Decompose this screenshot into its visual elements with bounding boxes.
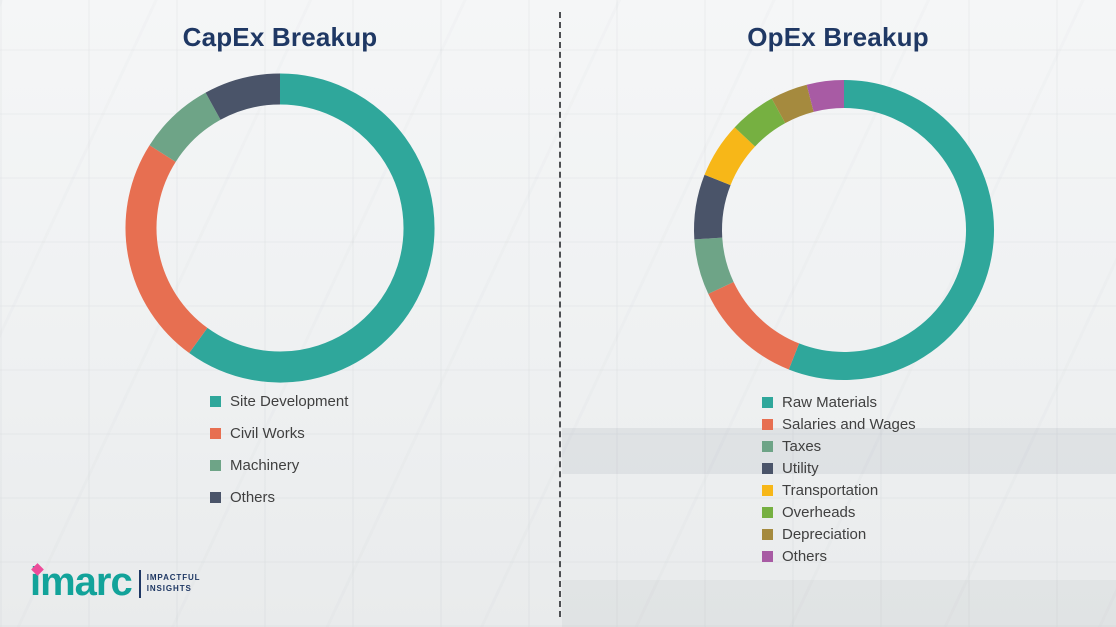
- legend-item: Taxes: [762, 438, 916, 455]
- legend-swatch: [210, 396, 221, 407]
- donut-segment-site-development: [189, 73, 435, 383]
- legend-swatch: [762, 507, 773, 518]
- opex-panel: OpEx Breakup Raw Materials Salaries and W…: [560, 0, 1116, 627]
- legend-swatch: [210, 428, 221, 439]
- legend-label: Salaries and Wages: [782, 416, 916, 433]
- legend-label: Others: [230, 489, 276, 506]
- imarc-tagline-line1: IMPACTFUL: [146, 573, 201, 583]
- imarc-logo-wordmark: imarc: [30, 560, 133, 604]
- imarc-logo: imarc IMPACTFUL INSIGHTS: [30, 562, 200, 602]
- imarc-tagline-line2: INSIGHTS: [146, 584, 192, 593]
- legend-label: Civil Works: [230, 425, 305, 442]
- legend-swatch: [210, 492, 221, 503]
- donut-segment-raw-materials: [788, 80, 994, 380]
- imarc-logo-text: imarc: [30, 560, 133, 604]
- legend-item: Depreciation: [762, 526, 916, 543]
- legend-item: Overheads: [762, 504, 916, 521]
- legend-item: Civil Works: [210, 425, 348, 442]
- donut-segment-others: [205, 73, 281, 120]
- legend-label: Overheads: [782, 504, 856, 521]
- legend-swatch: [762, 419, 773, 430]
- legend-swatch: [762, 463, 773, 474]
- legend-label: Taxes: [782, 438, 822, 455]
- legend-label: Others: [782, 548, 828, 565]
- opex-donut-chart: [694, 80, 994, 380]
- donut-segment-salaries-and-wages: [708, 281, 800, 370]
- legend-label: Transportation: [782, 482, 879, 499]
- opex-title: OpEx Breakup: [747, 22, 929, 52]
- legend-item: Machinery: [210, 457, 348, 474]
- legend-label: Site Development: [230, 393, 349, 410]
- legend-item: Transportation: [762, 482, 916, 499]
- donut-segment-overheads: [734, 98, 786, 147]
- center-dashed-divider: [559, 12, 561, 617]
- legend-label: Depreciation: [782, 526, 867, 543]
- legend-label: Raw Materials: [782, 394, 878, 411]
- capex-donut-chart: [125, 73, 435, 383]
- legend-item: Salaries and Wages: [762, 416, 916, 433]
- imarc-logo-separator: [138, 570, 141, 598]
- legend-swatch: [762, 529, 773, 540]
- legend-item: Others: [762, 548, 916, 565]
- donut-segment-transportation: [704, 127, 756, 186]
- legend-swatch: [762, 441, 773, 452]
- capex-legend: Site Development Civil Works Machinery Othe…: [210, 393, 348, 521]
- donut-segment-taxes: [694, 237, 734, 294]
- legend-swatch: [210, 460, 221, 471]
- legend-item: Site Development: [210, 393, 348, 410]
- opex-legend: Raw Materials Salaries and Wages Taxes Util…: [762, 394, 916, 570]
- legend-swatch: [762, 551, 773, 562]
- donut-segment-machinery: [149, 92, 221, 163]
- legend-item: Raw Materials: [762, 394, 916, 411]
- donut-segment-others: [806, 80, 845, 112]
- donut-segment-depreciation: [771, 84, 815, 124]
- legend-item: Others: [210, 489, 348, 506]
- legend-item: Utility: [762, 460, 916, 477]
- legend-swatch: [762, 397, 773, 408]
- legend-label: Machinery: [230, 457, 300, 474]
- legend-label: Utility: [782, 460, 819, 477]
- imarc-logo-tagline: IMPACTFUL INSIGHTS: [147, 573, 201, 595]
- donut-segment-civil-works: [125, 145, 208, 353]
- donut-segment-utility: [694, 174, 731, 240]
- legend-swatch: [762, 485, 773, 496]
- capex-title: CapEx Breakup: [182, 22, 378, 52]
- capex-panel: CapEx Breakup Site Development Civil Work…: [125, 22, 435, 521]
